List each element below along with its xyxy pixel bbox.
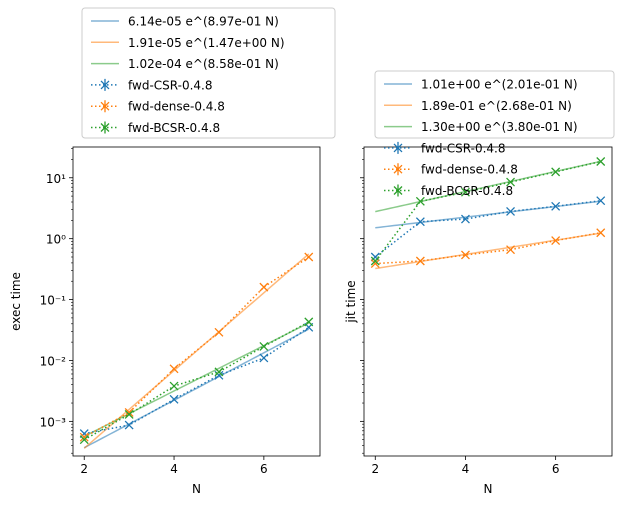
y-tick-label: 10⁻² bbox=[40, 354, 67, 368]
legend-frame bbox=[374, 70, 615, 139]
data-point bbox=[415, 217, 425, 227]
y-tick-label: 10¹ bbox=[46, 172, 66, 186]
x-tick-label: 4 bbox=[462, 462, 470, 476]
data-point bbox=[551, 201, 561, 211]
data-point bbox=[506, 245, 516, 255]
data-point bbox=[169, 394, 179, 404]
legend-label: 1.30e+00 e^(3.80e-01 N) bbox=[421, 120, 578, 134]
legend: 1.01e+00 e^(2.01e-01 N) 1.89e-01 e^(2.68e… bbox=[374, 70, 615, 198]
legend-label: fwd-BCSR-0.4.8 bbox=[421, 184, 513, 198]
x-axis-label: N bbox=[484, 482, 493, 496]
y-tick-label: 10⁻¹ bbox=[40, 294, 67, 308]
fit-line-2 bbox=[375, 232, 601, 270]
data-point bbox=[370, 252, 380, 262]
legend-marker bbox=[100, 100, 110, 113]
data-point bbox=[596, 157, 606, 166]
series-line-5 bbox=[83, 256, 310, 438]
legend-label: fwd-CSR-0.4.8 bbox=[421, 141, 506, 155]
data-point bbox=[169, 364, 179, 374]
data-point bbox=[506, 177, 516, 187]
data-point bbox=[169, 381, 179, 391]
series-line-4 bbox=[374, 199, 601, 258]
axes-frame bbox=[363, 146, 613, 457]
legend-label: 1.01e+00 e^(2.01e-01 N) bbox=[421, 78, 578, 92]
plot-area bbox=[79, 252, 314, 449]
fit-line-2 bbox=[83, 253, 310, 449]
legend-label: 1.91e-05 e^(1.47e+00 N) bbox=[128, 36, 285, 50]
legend-label: 1.89e-01 e^(2.68e-01 N) bbox=[421, 99, 572, 113]
fit-line-1 bbox=[83, 328, 310, 449]
data-point bbox=[460, 187, 470, 197]
x-tick-label: 6 bbox=[260, 462, 268, 476]
x-axis-label: N bbox=[192, 482, 201, 496]
series-line-6 bbox=[83, 321, 310, 441]
x-tick-label: 6 bbox=[552, 462, 560, 476]
legend-label: fwd-dense-0.4.8 bbox=[128, 100, 225, 114]
data-point bbox=[415, 196, 425, 206]
legend-marker bbox=[100, 78, 110, 91]
legend-marker bbox=[393, 184, 403, 197]
data-point bbox=[551, 167, 561, 177]
legend-label: 6.14e-05 e^(8.97e-01 N) bbox=[128, 15, 279, 29]
data-point bbox=[214, 327, 224, 337]
x-tick-label: 2 bbox=[371, 462, 379, 476]
legend-label: fwd-CSR-0.4.8 bbox=[128, 78, 213, 92]
data-point bbox=[259, 353, 269, 363]
data-point bbox=[79, 435, 89, 445]
axes-frame bbox=[72, 146, 321, 457]
data-point bbox=[124, 420, 134, 430]
data-point bbox=[79, 432, 89, 442]
data-point bbox=[506, 206, 516, 216]
data-point bbox=[460, 214, 470, 224]
legend-marker bbox=[100, 121, 110, 134]
data-point bbox=[304, 317, 314, 327]
legend-marker bbox=[393, 163, 403, 176]
data-point bbox=[370, 259, 380, 269]
y-axis-label: exec time bbox=[9, 272, 23, 331]
legend-marker bbox=[393, 141, 403, 154]
data-point bbox=[370, 256, 380, 266]
data-point bbox=[259, 282, 269, 292]
plot-area bbox=[370, 157, 606, 270]
legend: 6.14e-05 e^(8.97e-01 N) 1.91e-05 e^(1.47e… bbox=[81, 7, 336, 139]
data-point bbox=[214, 367, 224, 377]
data-point bbox=[304, 252, 314, 262]
y-axis-label: jit time bbox=[344, 280, 358, 323]
data-point bbox=[596, 196, 606, 206]
series-line-5 bbox=[375, 232, 601, 265]
x-tick-label: 4 bbox=[170, 462, 178, 476]
y-tick-label: 10⁰ bbox=[46, 233, 66, 247]
legend-label: 1.02e-04 e^(8.58e-01 N) bbox=[128, 57, 279, 71]
legend-frame bbox=[81, 7, 336, 139]
series-line-6 bbox=[374, 160, 601, 262]
data-point bbox=[259, 341, 269, 351]
y-tick-label: 10⁻³ bbox=[40, 415, 67, 429]
legend-label: fwd-dense-0.4.8 bbox=[421, 163, 518, 177]
legend-label: fwd-BCSR-0.4.8 bbox=[128, 121, 220, 135]
x-tick-label: 2 bbox=[80, 462, 88, 476]
data-point bbox=[460, 250, 470, 260]
data-point bbox=[596, 228, 606, 238]
data-point bbox=[124, 409, 134, 419]
data-point bbox=[415, 256, 425, 266]
data-point bbox=[551, 236, 561, 246]
